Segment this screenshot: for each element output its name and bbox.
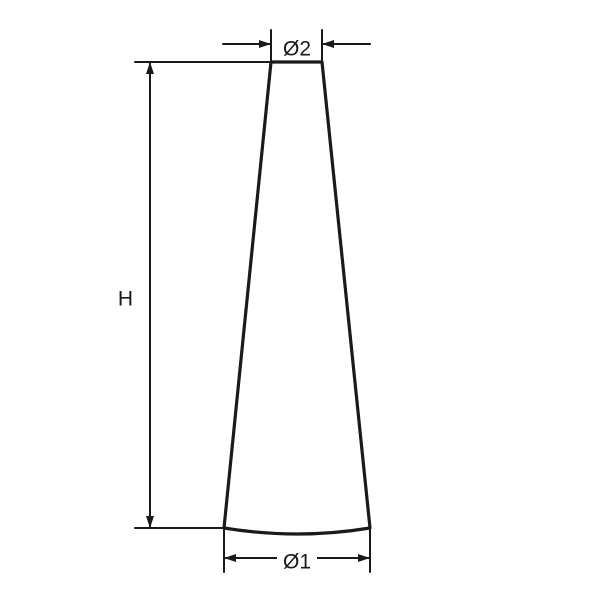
h-arrow-bottom: [146, 516, 154, 528]
cone-shape: [224, 62, 370, 534]
d1-label: Ø1: [283, 551, 311, 574]
cone-outline: [224, 62, 370, 534]
d2-label: Ø2: [283, 38, 311, 61]
d1-arrow-right: [358, 554, 370, 562]
d2-arrow-right: [322, 40, 334, 48]
h-arrow-top: [146, 62, 154, 74]
d1-arrow-left: [224, 554, 236, 562]
d2-arrow-left: [259, 40, 271, 48]
h-label: H: [118, 288, 133, 311]
